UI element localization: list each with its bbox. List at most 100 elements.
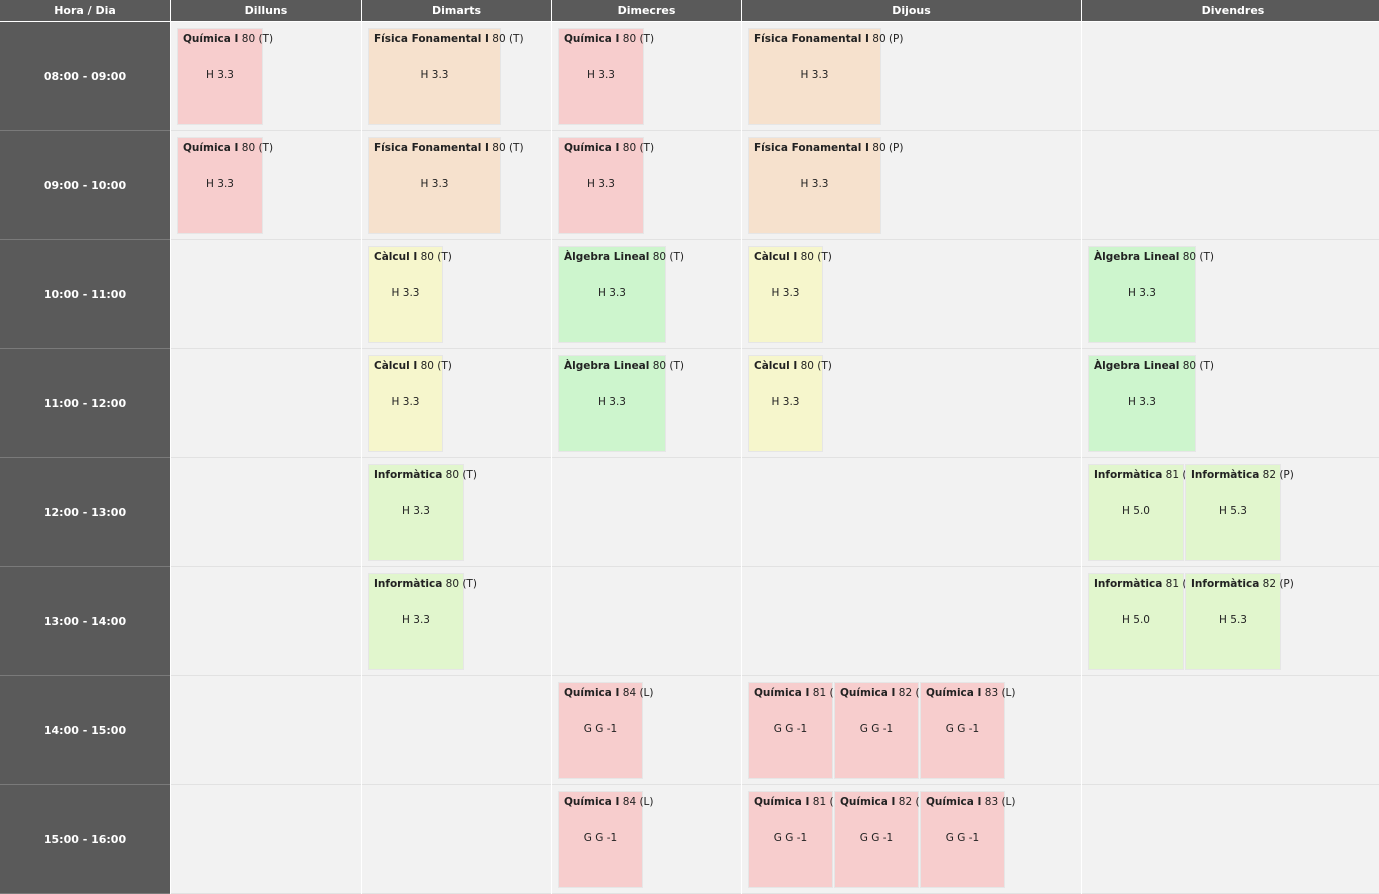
class-event[interactable]: Química I 83 (L) G G -1 <box>920 791 1016 888</box>
cell-dilluns <box>171 458 361 567</box>
event-subject: Química I <box>840 796 896 808</box>
class-event[interactable]: Càlcul I 80 (T) H 3.3 <box>748 246 832 343</box>
time-slot-label: 11:00 - 12:00 <box>0 349 170 458</box>
event-title-line: Àlgebra Lineal 80 (T) <box>1094 251 1214 263</box>
event-title-line: Química I 82 (L) <box>840 796 930 808</box>
event-room: H 5.0 <box>1122 505 1150 517</box>
class-event[interactable]: Química I 84 (L) G G -1 <box>558 682 654 779</box>
cell-dijous: Física Fonamental I 80 (P) H 3.3 <box>742 22 1081 131</box>
class-event[interactable]: Química I 81 (L) G G -1 <box>748 682 844 779</box>
event-title-line: Química I 80 (T) <box>183 142 273 154</box>
event-room: H 3.3 <box>587 69 615 81</box>
event-group: 80 (T) <box>649 251 685 263</box>
event-subject: Informàtica <box>1191 469 1260 481</box>
event-title-line: Química I 83 (L) <box>926 687 1016 699</box>
class-event[interactable]: Càlcul I 80 (T) H 3.3 <box>748 355 832 452</box>
class-event[interactable]: Química I 83 (L) G G -1 <box>920 682 1016 779</box>
event-title-line: Química I 84 (L) <box>564 796 654 808</box>
event-group: 80 (T) <box>238 142 274 154</box>
event-title-line: Àlgebra Lineal 80 (T) <box>564 251 684 263</box>
time-slot-label: 08:00 - 09:00 <box>0 22 170 131</box>
class-event[interactable]: Química I 80 (T) H 3.3 <box>177 137 273 234</box>
event-room: H 3.3 <box>800 178 829 190</box>
event-title-line: Càlcul I 80 (T) <box>374 360 452 372</box>
cell-dimarts: Informàtica 80 (T) H 3.3 <box>362 458 551 567</box>
cell-dimecres: Química I 84 (L) G G -1 <box>552 785 741 894</box>
class-event[interactable]: Informàtica 81 (P) H 5.0 <box>1088 573 1197 670</box>
class-event[interactable]: Càlcul I 80 (T) H 3.3 <box>368 246 452 343</box>
cell-dimecres: Química I 80 (T) H 3.3 <box>552 22 741 131</box>
header-dilluns: Dilluns <box>171 0 361 22</box>
class-event[interactable]: Física Fonamental I 80 (T) H 3.3 <box>368 28 524 125</box>
cell-dimecres: Química I 84 (L) G G -1 <box>552 676 741 785</box>
event-subject: Càlcul I <box>374 360 418 372</box>
cell-divendres <box>1082 676 1379 785</box>
event-group: 80 (T) <box>417 251 452 263</box>
event-group: 83 (L) <box>981 796 1016 808</box>
cell-divendres: Àlgebra Lineal 80 (T) H 3.3 <box>1082 349 1379 458</box>
event-title-line: Física Fonamental I 80 (T) <box>374 33 524 45</box>
class-event[interactable]: Química I 80 (T) H 3.3 <box>558 137 654 234</box>
event-group: 84 (L) <box>619 687 654 699</box>
event-room: H 3.3 <box>587 178 615 190</box>
event-group: 80 (P) <box>868 33 904 45</box>
event-subject: Càlcul I <box>754 360 798 372</box>
header-hora-dia: Hora / Dia <box>0 0 170 22</box>
class-event[interactable]: Química I 80 (T) H 3.3 <box>558 28 654 125</box>
class-event[interactable]: Física Fonamental I 80 (P) H 3.3 <box>748 137 903 234</box>
cell-dilluns <box>171 240 361 349</box>
class-event[interactable]: Informàtica 82 (P) H 5.3 <box>1185 573 1294 670</box>
event-room: G G -1 <box>945 832 980 844</box>
event-group: 80 (P) <box>868 142 904 154</box>
event-subject: Química I <box>754 687 810 699</box>
cell-dijous: Química I 81 (L) G G -1 Química I 82 (L) G … <box>742 676 1081 785</box>
event-group: 80 (T) <box>797 251 832 263</box>
event-room: G G -1 <box>583 723 618 735</box>
class-event[interactable]: Àlgebra Lineal 80 (T) H 3.3 <box>1088 355 1214 452</box>
class-event[interactable]: Química I 82 (L) G G -1 <box>834 682 930 779</box>
class-event[interactable]: Càlcul I 80 (T) H 3.3 <box>368 355 452 452</box>
event-subject: Informàtica <box>1094 469 1163 481</box>
event-group: 84 (L) <box>619 796 654 808</box>
event-title-line: Química I 82 (L) <box>840 687 930 699</box>
header-dimecres: Dimecres <box>552 0 741 22</box>
class-event[interactable]: Informàtica 82 (P) H 5.3 <box>1185 464 1294 561</box>
event-group: 83 (L) <box>981 687 1016 699</box>
class-event[interactable]: Informàtica 81 (P) H 5.0 <box>1088 464 1197 561</box>
class-event[interactable]: Àlgebra Lineal 80 (T) H 3.3 <box>1088 246 1214 343</box>
class-event[interactable]: Química I 81 (L) G G -1 <box>748 791 844 888</box>
class-event[interactable]: Àlgebra Lineal 80 (T) H 3.3 <box>558 355 684 452</box>
time-slot-label: 09:00 - 10:00 <box>0 131 170 240</box>
class-event[interactable]: Física Fonamental I 80 (T) H 3.3 <box>368 137 524 234</box>
event-group: 80 (T) <box>619 33 655 45</box>
event-title-line: Química I 81 (L) <box>754 687 844 699</box>
class-event[interactable]: Informàtica 80 (T) H 3.3 <box>368 464 477 561</box>
class-event[interactable]: Química I 82 (L) G G -1 <box>834 791 930 888</box>
event-room: G G -1 <box>859 832 894 844</box>
event-subject: Informàtica <box>1191 578 1260 590</box>
event-group: 80 (T) <box>488 142 524 154</box>
class-event[interactable]: Informàtica 80 (T) H 3.3 <box>368 573 477 670</box>
event-subject: Càlcul I <box>374 251 418 263</box>
cell-dilluns: Química I 80 (T) H 3.3 <box>171 22 361 131</box>
event-subject: Àlgebra Lineal <box>1094 360 1180 372</box>
event-group: 82 (P) <box>1259 469 1294 481</box>
cell-dimarts <box>362 785 551 894</box>
event-title-line: Química I 83 (L) <box>926 796 1016 808</box>
event-title-line: Química I 84 (L) <box>564 687 654 699</box>
event-room: H 3.3 <box>402 614 430 626</box>
cell-divendres <box>1082 22 1379 131</box>
class-event[interactable]: Química I 84 (L) G G -1 <box>558 791 654 888</box>
cell-dijous: Càlcul I 80 (T) H 3.3 <box>742 349 1081 458</box>
event-group: 80 (T) <box>442 578 477 590</box>
header-divendres: Divendres <box>1082 0 1379 22</box>
event-subject: Càlcul I <box>754 251 798 263</box>
event-subject: Àlgebra Lineal <box>564 360 650 372</box>
event-title-line: Química I 80 (T) <box>564 142 654 154</box>
event-subject: Química I <box>564 796 620 808</box>
class-event[interactable]: Física Fonamental I 80 (P) H 3.3 <box>748 28 903 125</box>
class-event[interactable]: Àlgebra Lineal 80 (T) H 3.3 <box>558 246 684 343</box>
event-title-line: Informàtica 80 (T) <box>374 469 477 481</box>
cell-dimarts: Càlcul I 80 (T) H 3.3 <box>362 240 551 349</box>
class-event[interactable]: Química I 80 (T) H 3.3 <box>177 28 273 125</box>
